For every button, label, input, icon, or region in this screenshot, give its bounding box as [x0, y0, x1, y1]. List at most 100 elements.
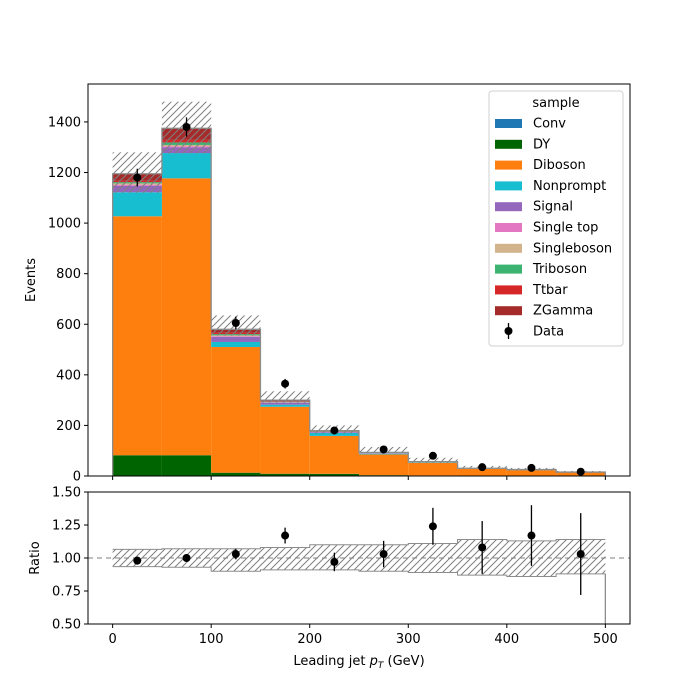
bar-nonprompt-bin-0: [112, 192, 162, 217]
bar-dy-bin-2: [211, 472, 261, 476]
data-point-2: [231, 318, 240, 327]
ratio-point-3: [281, 531, 290, 540]
legend-label-dy: DY: [533, 137, 550, 152]
legend-swatch-signal: [495, 202, 522, 212]
x-label-math: p: [369, 654, 378, 669]
main-stacked-bars: [112, 128, 606, 476]
x-label-subscript: T: [378, 661, 385, 671]
ratio-xtick-label: 200: [297, 632, 322, 647]
ratio-point-9: [576, 550, 585, 559]
legend-label-single-top: Single top: [533, 221, 598, 236]
legend-frame: [488, 90, 624, 347]
bar-nonprompt-bin-1: [161, 153, 212, 179]
bar-dy-bin-3: [260, 473, 310, 476]
main-ytick-label: 1000: [48, 217, 81, 232]
bar-dy-bin-1: [161, 455, 212, 476]
bar-singleboson-bin-2: [211, 335, 261, 337]
legend-swatch-zgamma: [495, 306, 522, 316]
ratio-band-lower-edge: [112, 566, 606, 577]
legend-data-marker: [504, 327, 513, 335]
legend-label-data: Data: [533, 325, 564, 340]
ratio-ytick-label: 1.50: [52, 486, 81, 501]
ratio-xtick-label: 400: [494, 632, 519, 647]
data-point-0: [133, 173, 142, 182]
bar-diboson-bin-2: [211, 347, 261, 473]
data-point-9: [576, 467, 585, 476]
data-point-5: [379, 445, 388, 454]
ratio-band-bin-2: [211, 548, 261, 572]
main-ytick-label: 400: [56, 368, 81, 383]
x-label-text: Leading jet: [293, 654, 369, 669]
data-point-6: [428, 451, 437, 460]
bar-diboson-bin-7: [457, 468, 507, 476]
data-point-7: [478, 463, 487, 472]
bar-nonprompt-bin-2: [211, 341, 261, 348]
legend-label-zgamma: ZGamma: [533, 304, 593, 319]
ratio-ytick-label: 1.00: [52, 552, 81, 567]
legend-label-diboson: Diboson: [533, 158, 586, 173]
ratio-x-ticks: 0 100 200 300 400 500: [108, 624, 618, 647]
legend-swatch-nonprompt: [495, 181, 522, 191]
main-ytick-label: 800: [56, 267, 81, 282]
data-point-4: [330, 426, 339, 435]
main-data-points: [133, 117, 585, 476]
uncertainty-bin-3: [260, 391, 310, 403]
ratio-xtick-label: 100: [199, 632, 224, 647]
main-ytick-label: 600: [56, 318, 81, 333]
ratio-panel: 0.50 0.75 1.00 1.25 1.50 0 100 200 300 400 500 Ra…: [28, 486, 631, 671]
bar-signal-bin-2: [211, 336, 261, 342]
legend-swatch-single-top: [495, 223, 522, 232]
legend-label-singleboson: Singleboson: [533, 241, 612, 256]
bar-diboson-bin-0: [112, 216, 162, 456]
ratio-point-5: [379, 550, 388, 559]
bar-diboson-bin-8: [506, 470, 557, 476]
legend-swatch-conv: [495, 119, 522, 128]
legend-swatch-triboson: [495, 264, 522, 274]
ratio-xtick-label: 300: [396, 632, 421, 647]
ratio-point-8: [527, 531, 536, 540]
ratio-point-4: [330, 557, 339, 566]
main-ytick-label: 200: [56, 419, 81, 434]
bar-dy-bin-4: [309, 473, 359, 476]
x-axis-label: Leading jet pT (GeV): [293, 654, 424, 671]
main-ytick-label: 0: [73, 470, 81, 485]
bar-diboson-bin-6: [408, 462, 458, 476]
x-label-unit: (GeV): [383, 654, 424, 669]
legend-label-ttbar: Ttbar: [532, 283, 568, 298]
bar-signal-bin-3: [260, 402, 310, 405]
bar-nonprompt-bin-3: [260, 404, 310, 407]
main-axes-frame: [87, 83, 631, 477]
main-panel: 0 200 400 600 800 1000 1200 1400 Events: [24, 83, 631, 485]
bar-dy-bin-0: [112, 455, 162, 476]
bar-nonprompt-bin-5: [359, 453, 409, 455]
ratio-point-0: [133, 556, 142, 565]
ratio-point-7: [478, 543, 487, 552]
main-y-ticks: 0 200 400 600 800 1000 1200 1400: [48, 115, 88, 485]
ratio-band-bin-3: [260, 547, 310, 570]
legend: sample Conv DY Diboson Nonprompt Signal Single…: [488, 90, 624, 347]
bar-single-top-bin-2: [211, 336, 261, 337]
legend-label-signal: Signal: [533, 200, 573, 215]
ratio-xtick-label: 500: [593, 632, 618, 647]
legend-label-triboson: Triboson: [532, 262, 587, 277]
data-point-8: [527, 463, 536, 472]
legend-swatch-ttbar: [495, 285, 522, 295]
data-point-1: [182, 122, 191, 131]
main-x-ticks: [112, 476, 606, 480]
main-ytick-label: 1200: [48, 166, 81, 181]
ratio-data-points: [133, 505, 585, 595]
legend-title: sample: [532, 96, 579, 111]
bar-diboson-bin-4: [309, 435, 359, 474]
legend-swatch-diboson: [495, 160, 522, 170]
ratio-ytick-label: 0.50: [52, 618, 81, 633]
ratio-point-1: [182, 554, 191, 562]
legend-label-nonprompt: Nonprompt: [533, 179, 606, 194]
data-point-3: [281, 379, 290, 388]
ratio-point-6: [428, 522, 437, 531]
legend-swatch-dy: [495, 139, 522, 149]
ratio-point-2: [231, 550, 240, 559]
ratio-y-ticks: 0.50 0.75 1.00 1.25 1.50: [52, 486, 88, 633]
bar-diboson-bin-3: [260, 406, 310, 474]
ratio-ytick-label: 1.25: [52, 519, 81, 534]
